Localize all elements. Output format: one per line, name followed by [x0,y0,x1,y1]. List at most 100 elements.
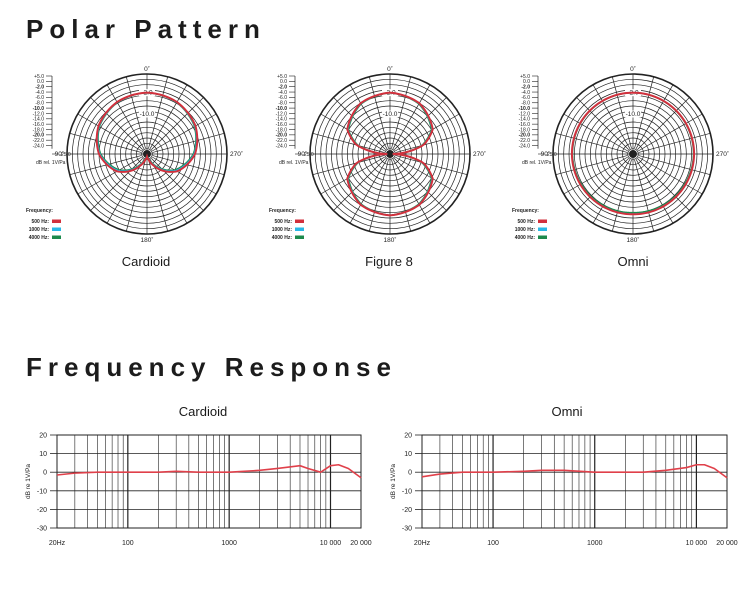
polar-angle-180: 180˚ [140,236,153,244]
scale-tick-label: -18.0 [519,127,531,133]
polar-spoke [152,132,225,153]
legend-label: 1000 Hz: [515,227,536,233]
polar-series-500-hz [95,91,199,173]
polar-spoke [635,159,674,224]
scale-tick-label: -4.0 [35,90,44,96]
scale-tick-label: -20.0 [33,133,45,139]
freq-ytick-label: -20 [37,507,47,514]
polar-spoke [90,157,144,211]
legend-label: 500 Hz: [274,219,292,225]
freq-ytick-label: -10 [37,488,47,495]
polar-spoke [148,76,169,149]
scale-tick-label: 0.0 [523,79,530,85]
polar-spoke [77,156,142,195]
scale-tick-label: -10.0 [33,106,45,112]
scale-tick-label: -6.0 [521,95,530,101]
freq-ytick-label: 20 [404,433,412,440]
polar-spoke [392,84,431,149]
scale-tick-label: -18.0 [276,127,288,133]
legend-label: 500 Hz: [517,219,535,225]
scale-tick-label: +5.0 [277,74,287,80]
polar-spoke [395,155,468,176]
legend-swatch [538,235,547,239]
freq-frame [421,434,728,529]
polar-center-dot [386,150,394,158]
legend-swatch [538,219,547,223]
polar-spoke [77,113,142,152]
polar-spoke [634,159,655,232]
scale-tick-label: -14.0 [33,117,45,123]
freq-xtick-label: 20 000 [716,540,738,547]
polar-angle-90: 90˚ [55,150,64,158]
scale-tick-label: -2.0 [521,85,530,91]
polar-angle-0: 0˚ [630,65,636,73]
polar-spoke [312,155,385,176]
polar-angle-0: 0˚ [387,65,393,73]
freq-frame [56,434,362,529]
freq-xtick-label: 20Hz [414,540,431,547]
legend-label: 4000 Hz: [272,235,293,241]
scale-tick-label: -22.0 [33,138,45,144]
scale-min-label: -25.0 [302,152,314,158]
polar-caption-cardioid: Cardioid [121,254,171,269]
ring-label-bg [139,110,155,118]
polar-spoke [636,97,690,151]
polar-spoke [638,155,711,176]
polar-spoke [149,84,188,149]
scale-tick-label: -8.0 [521,101,530,107]
polar-spoke [395,156,460,195]
polar-caption-omni: Omni [617,254,649,269]
scale-tick-label: -12.0 [276,111,288,117]
polar-spoke [148,159,169,232]
polar-spoke [393,157,447,211]
polar-spoke [563,113,628,152]
polar-angle-270: 270˚ [230,150,243,158]
scale-tick-label: -24.0 [276,143,288,149]
legend-heading: Frequency: [269,208,296,214]
polar-spoke [638,156,703,195]
scale-tick-label: -20.0 [276,133,288,139]
scale-tick-label: -6.0 [35,95,44,101]
polar-angle-0: 0˚ [144,65,150,73]
polar-spoke [611,76,632,149]
scale-tick-label: -12.0 [33,111,45,117]
scale-min-label: -25.0 [59,152,71,158]
scale-unit-label: dB rel. 1V/Pa [279,160,309,166]
polar-spoke [638,113,703,152]
polar-spoke [576,157,630,211]
polar-spoke [555,155,628,176]
polar-spoke [392,159,431,224]
scale-tick-label: -22.0 [276,138,288,144]
legend-label: 4000 Hz: [515,235,536,241]
freq-ytick-label: -20 [402,507,412,514]
polar-spoke [395,113,460,152]
polar-spoke [320,113,385,152]
polar-angle-180: 180˚ [626,236,639,244]
scale-tick-label: -6.0 [278,95,287,101]
legend-swatch [295,227,304,231]
scale-tick-label: -22.0 [519,138,531,144]
polar-angle-90: 90˚ [541,150,550,158]
frequency-response-title: Frequency Response [26,352,397,382]
freq-xtick-label: 100 [122,540,134,547]
scale-tick-label: -10.0 [276,106,288,112]
polar-spoke [635,84,674,149]
freq-xtick-label: 10 000 [320,540,342,547]
polar-spoke [391,159,412,232]
freq-xtick-label: 10 000 [686,540,708,547]
polar-chart-1: 0˚180˚90˚ 270˚-2.0-10.0+5.00.0-2.0-4.0-6.… [269,65,486,244]
polar-ring-label: -10.0 [383,111,398,118]
polar-spoke [152,155,225,176]
freq-xtick-label: 1000 [221,540,237,547]
scale-tick-label: -14.0 [276,117,288,123]
polar-angle-180: 180˚ [383,236,396,244]
scale-tick-label: -8.0 [278,101,287,107]
freq-ylabel: dB re 1V/Pa [25,464,32,499]
polar-spoke [320,156,385,195]
legend-swatch [295,219,304,223]
polar-series-500-hz [570,91,696,216]
polar-spoke [349,84,388,149]
freq-caption-cardioid: Cardioid [178,404,228,419]
scale-tick-label: -12.0 [519,111,531,117]
